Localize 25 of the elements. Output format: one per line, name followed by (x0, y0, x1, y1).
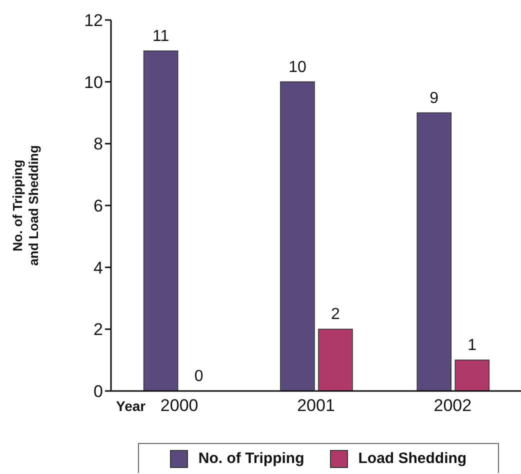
bar (143, 50, 178, 391)
y-tick-label: 2 (94, 320, 103, 340)
bar (280, 81, 315, 391)
x-tick-label: 2001 (297, 396, 335, 416)
x-tick-label: 2002 (434, 396, 472, 416)
x-tick-label: 2000 (160, 396, 198, 416)
data-label: 11 (152, 28, 170, 45)
bar (454, 360, 490, 391)
y-tick-label: 4 (94, 258, 103, 278)
bar (318, 328, 353, 391)
bar (416, 112, 452, 391)
y-tick-label: 8 (94, 134, 103, 154)
y-tick-label: 6 (94, 196, 103, 216)
data-label: 10 (288, 58, 306, 76)
data-label: 0 (194, 368, 204, 385)
data-label: 2 (331, 306, 340, 324)
y-tick-label: 12 (84, 11, 103, 30)
y-tick-label: 0 (94, 382, 103, 402)
x-axis-title: Year (116, 398, 146, 414)
y-tick-label: 10 (84, 72, 103, 92)
data-label: 9 (430, 90, 439, 107)
legend-label: No. of Tripping (198, 450, 304, 467)
legend-label: Load Shedding (358, 450, 467, 467)
data-label: 1 (468, 337, 477, 354)
y-axis-title: No. of Tripping and Load Shedding (10, 145, 41, 266)
